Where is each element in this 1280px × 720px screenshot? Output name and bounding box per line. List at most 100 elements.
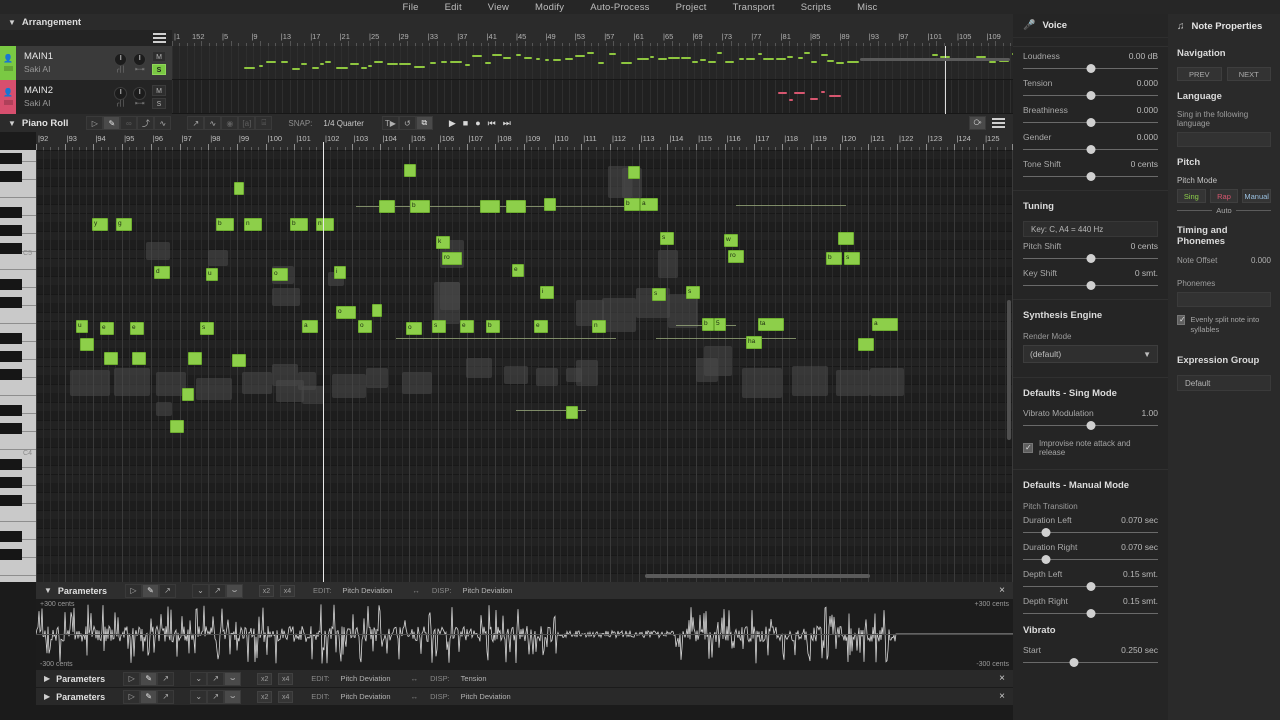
- swap-icon[interactable]: ↔: [412, 586, 420, 595]
- piano-black-key[interactable]: [0, 549, 22, 560]
- piano-roll-note[interactable]: i: [334, 266, 346, 279]
- slider-thumb[interactable]: [1086, 582, 1095, 591]
- piano-roll-note[interactable]: b: [826, 252, 842, 265]
- piano-roll-note[interactable]: [188, 352, 202, 365]
- piano-white-key[interactable]: [0, 576, 36, 582]
- record-button[interactable]: ●: [475, 118, 481, 128]
- piano-roll-note[interactable]: s: [660, 232, 674, 245]
- slider-thumb[interactable]: [1086, 64, 1095, 73]
- chevron-down-icon[interactable]: ▼: [8, 17, 16, 27]
- piano-roll-note[interactable]: g: [116, 218, 132, 231]
- arrangement-header[interactable]: ▼ Arrangement: [0, 14, 1013, 30]
- valley-curve-tool[interactable]: ⌄: [190, 689, 208, 704]
- piano-roll-note[interactable]: e: [460, 320, 474, 333]
- step-tool[interactable]: ⤴: [137, 116, 155, 130]
- track-row[interactable]: 👤 MAIN1 Saki AI ╭││ ⇤⇥: [0, 46, 172, 80]
- piano-roll-note[interactable]: a: [640, 198, 658, 211]
- piano-roll-note[interactable]: [379, 200, 395, 213]
- vibrato-modulation-slider[interactable]: [1023, 420, 1158, 431]
- valley-curve-tool[interactable]: ⌄: [190, 671, 208, 686]
- piano-black-key[interactable]: [0, 495, 22, 506]
- pan-knob-group[interactable]: ⇤⇥: [133, 53, 146, 73]
- piano-roll-note[interactable]: [170, 420, 184, 433]
- arrangement-lane-main2[interactable]: [172, 80, 1013, 114]
- chevron-right-icon[interactable]: ▶: [44, 692, 51, 701]
- parameter-slider[interactable]: [1023, 608, 1158, 619]
- piano-roll-note[interactable]: [544, 198, 556, 211]
- arrow-tool[interactable]: ▷: [123, 689, 141, 704]
- phonemes-input[interactable]: [1177, 292, 1271, 307]
- piano-roll-note[interactable]: s: [432, 320, 446, 333]
- edit-value[interactable]: Pitch Deviation: [340, 692, 391, 701]
- piano-roll-note[interactable]: [104, 352, 118, 365]
- split-checkbox-row[interactable]: Evenly split note into syllables: [1168, 307, 1280, 335]
- piano-black-key[interactable]: [0, 153, 22, 164]
- piano-roll-note[interactable]: [566, 406, 578, 419]
- piano-black-key[interactable]: [0, 531, 22, 542]
- piano-roll-note[interactable]: n: [592, 320, 606, 333]
- mute-button[interactable]: M: [152, 51, 166, 62]
- piano-roll-note[interactable]: u: [76, 320, 88, 333]
- piano-keyboard[interactable]: C5C4C3: [0, 150, 36, 582]
- play-button[interactable]: ▶: [448, 117, 456, 128]
- menu-item-transport[interactable]: Transport: [732, 1, 775, 13]
- piano-roll-note[interactable]: b: [624, 198, 640, 211]
- chevron-down-icon[interactable]: ▼: [44, 586, 52, 595]
- piano-roll-note[interactable]: [232, 354, 246, 367]
- piano-roll-note[interactable]: [404, 164, 416, 177]
- piano-roll-note[interactable]: a: [872, 318, 898, 331]
- piano-roll-note[interactable]: 5: [714, 318, 726, 331]
- slider-thumb[interactable]: [1086, 281, 1095, 290]
- pencil-tool[interactable]: ✎: [140, 689, 158, 704]
- piano-black-key[interactable]: [0, 243, 22, 254]
- pencil-tool[interactable]: ✎: [141, 583, 159, 598]
- piano-roll-note[interactable]: [80, 338, 94, 351]
- pan-knob-group[interactable]: ⇤⇥: [133, 87, 146, 107]
- expression-group-select[interactable]: Default: [1177, 375, 1271, 391]
- zoom-x4-button[interactable]: x4: [278, 672, 294, 685]
- piano-roll-note[interactable]: [372, 304, 382, 317]
- piano-roll-note[interactable]: e: [534, 320, 548, 333]
- slider-thumb[interactable]: [1041, 555, 1051, 564]
- piano-black-key[interactable]: [0, 459, 22, 470]
- checkbox-icon[interactable]: [1177, 315, 1186, 325]
- menu-item-edit[interactable]: Edit: [444, 1, 462, 13]
- arrow-tool[interactable]: ▷: [124, 583, 142, 598]
- piano-roll-grid[interactable]: b b a y g b n b n k s w ro ro b s d u o i e i s s o u e e s a o o s e b e n b…: [36, 150, 1013, 582]
- piano-black-key[interactable]: [0, 297, 22, 308]
- piano-black-key[interactable]: [0, 207, 22, 218]
- piano-roll-note[interactable]: n: [316, 218, 334, 231]
- piano-white-key[interactable]: [0, 252, 36, 270]
- piano-roll-note[interactable]: [480, 200, 500, 213]
- volume-knob[interactable]: [114, 53, 127, 66]
- arrangement-lane-main1[interactable]: [172, 46, 1013, 80]
- piano-roll-note[interactable]: n: [244, 218, 262, 231]
- piano-roll-note[interactable]: b: [410, 200, 430, 213]
- menu-item-scripts[interactable]: Scripts: [800, 1, 832, 13]
- disp-value[interactable]: Tension: [460, 674, 487, 683]
- hamburger-icon[interactable]: [153, 33, 166, 43]
- line-tool[interactable]: ↗: [158, 583, 176, 598]
- link-tool[interactable]: ∞: [120, 116, 138, 130]
- slider-thumb[interactable]: [1086, 421, 1095, 430]
- piano-black-key[interactable]: [0, 333, 22, 344]
- valley-curve-tool[interactable]: ⌄: [191, 583, 209, 598]
- improvise-checkbox-row[interactable]: Improvise note attack and release: [1013, 431, 1168, 457]
- piano-roll-note[interactable]: b: [290, 218, 308, 231]
- next-button[interactable]: NEXT: [1226, 67, 1271, 81]
- lyric-toggle[interactable]: [a]: [238, 116, 256, 130]
- render-mode-select[interactable]: (default) ▼: [1023, 345, 1158, 363]
- zoom-x2-button[interactable]: x2: [257, 672, 273, 685]
- parameter-slider[interactable]: [1023, 657, 1158, 668]
- piano-roll-note[interactable]: [628, 166, 640, 179]
- zoom-x4-button[interactable]: x4: [278, 690, 294, 703]
- slider-thumb[interactable]: [1069, 658, 1079, 667]
- piano-white-key[interactable]: [0, 432, 36, 450]
- piano-roll-hscrollbar[interactable]: [645, 574, 870, 578]
- piano-roll-note[interactable]: [858, 338, 874, 351]
- parameter-curve-canvas[interactable]: +300 cents -300 cents +300 cents -300 ce…: [36, 599, 1013, 670]
- parameter-slider[interactable]: [1023, 280, 1158, 291]
- pitch-mode-manual[interactable]: Manual: [1242, 189, 1272, 203]
- parameter-slider[interactable]: [1023, 581, 1158, 592]
- track-row[interactable]: 👤 MAIN2 Saki AI ╭││ ⇤⇥: [0, 80, 172, 114]
